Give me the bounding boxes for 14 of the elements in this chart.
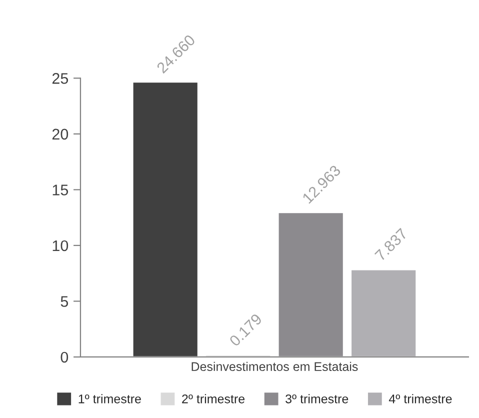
x-tick-label: Desinvestimentos em Estatais (192, 362, 358, 372)
y-tick-label: 0 (60, 352, 68, 363)
bar (132, 81, 199, 357)
legend-label: 2º trimestre (182, 394, 245, 404)
bar (350, 268, 418, 357)
y-tick-label: 15 (52, 184, 68, 196)
legend-label: 3º trimestre (286, 394, 348, 404)
y-tick-label: 10 (52, 240, 68, 252)
y-tick-label: 20 (52, 128, 68, 140)
y-tick-label: 25 (52, 73, 68, 84)
bar (277, 212, 344, 357)
legend-label: 1º trimestre (78, 394, 141, 404)
legend-label: 4º trimestre (388, 394, 452, 404)
y-tick-label: 5 (60, 296, 68, 307)
